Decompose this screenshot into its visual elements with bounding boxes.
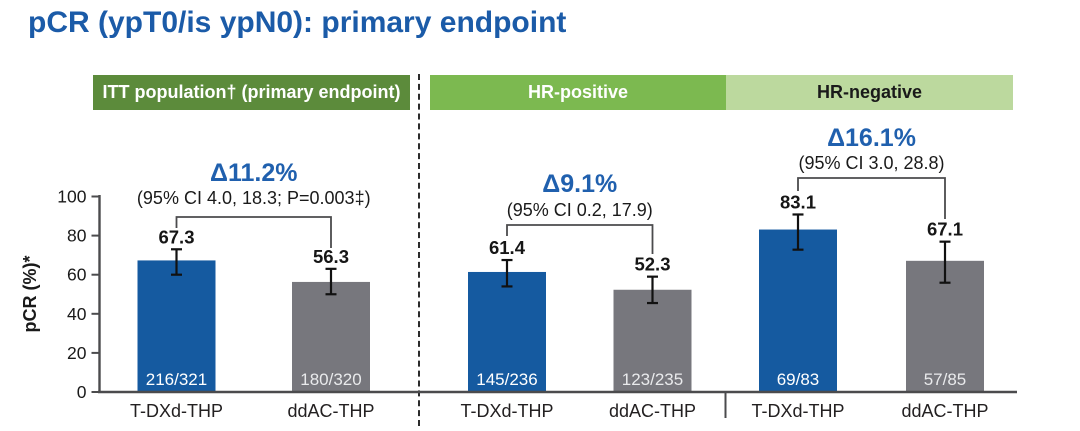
bar-value-label: 83.1 <box>780 191 816 212</box>
x-axis-category-label: ddAC-THP <box>609 401 696 421</box>
bar-fraction-label: 57/85 <box>924 370 967 389</box>
y-axis-tick-label: 60 <box>67 265 87 285</box>
x-axis-category-label: ddAC-THP <box>287 401 374 421</box>
delta-label: Δ9.1% <box>542 170 617 198</box>
bar-value-label: 52.3 <box>634 254 670 275</box>
confidence-interval-label: (95% CI 3.0, 28.8) <box>798 153 944 173</box>
x-axis-category-label: T-DXd-THP <box>130 401 223 421</box>
bar-fraction-label: 123/235 <box>622 370 683 389</box>
bar <box>137 260 216 392</box>
y-axis-tick-label: 0 <box>77 382 87 402</box>
bar <box>613 289 692 392</box>
x-axis-category-label: ddAC-THP <box>901 401 988 421</box>
bar-value-label: 61.4 <box>489 237 526 258</box>
y-axis-tick-label: 100 <box>57 187 86 207</box>
confidence-interval-label: (95% CI 0.2, 17.9) <box>507 200 653 220</box>
slide-title: pCR (ypT0/is ypN0): primary endpoint <box>28 6 567 39</box>
y-axis-tick-label: 20 <box>67 343 87 363</box>
panel-header-hr-positive: HR-positive <box>430 75 726 110</box>
bar <box>759 229 837 392</box>
confidence-interval-label: (95% CI 4.0, 18.3; P=0.003‡) <box>137 188 371 208</box>
x-axis-category-label: T-DXd-THP <box>751 401 844 421</box>
panel-header-hr-negative: HR-negative <box>726 75 1013 110</box>
bar-fraction-label: 69/83 <box>777 370 820 389</box>
bar-fraction-label: 180/320 <box>300 370 361 389</box>
bar <box>292 281 370 392</box>
y-axis-tick-label: 80 <box>67 226 87 246</box>
bar-fraction-label: 145/236 <box>476 370 537 389</box>
comparison-bracket <box>506 224 654 254</box>
comparison-bracket <box>797 177 946 219</box>
panel-header-itt: ITT population† (primary endpoint) <box>93 75 410 110</box>
delta-label: Δ11.2% <box>210 159 297 187</box>
itt-hr-dashed-divider <box>418 74 420 426</box>
y-axis-title: pCR (%)* <box>20 256 40 333</box>
delta-label: Δ16.1% <box>827 124 916 152</box>
bar-fraction-label: 216/321 <box>146 370 207 389</box>
comparison-bracket <box>175 216 332 248</box>
y-axis-tick-label: 40 <box>67 304 87 324</box>
bar-value-label: 67.1 <box>927 219 963 240</box>
bar-value-label: 67.3 <box>158 226 194 247</box>
x-axis-category-label: T-DXd-THP <box>460 401 553 421</box>
bar-value-label: 56.3 <box>313 246 349 267</box>
bar <box>468 271 546 392</box>
